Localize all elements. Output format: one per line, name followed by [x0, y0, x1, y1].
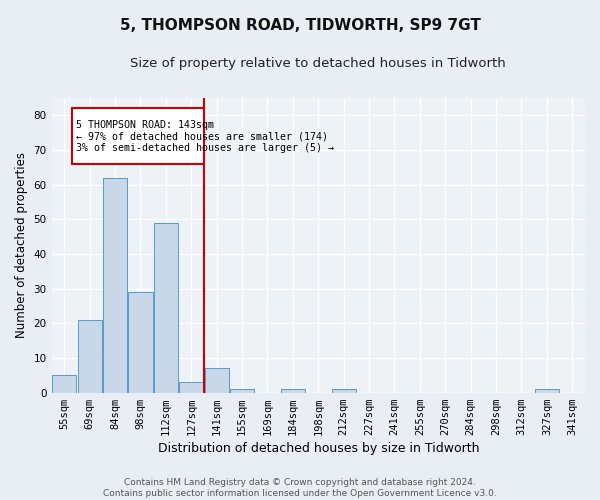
Bar — [52, 376, 76, 392]
Bar — [230, 389, 254, 392]
Bar — [154, 223, 178, 392]
Bar — [281, 389, 305, 392]
Title: Size of property relative to detached houses in Tidworth: Size of property relative to detached ho… — [130, 58, 506, 70]
Bar — [103, 178, 127, 392]
Y-axis label: Number of detached properties: Number of detached properties — [15, 152, 28, 338]
FancyBboxPatch shape — [72, 108, 205, 164]
Bar — [128, 292, 152, 392]
Bar — [332, 389, 356, 392]
Bar — [205, 368, 229, 392]
Text: Contains HM Land Registry data © Crown copyright and database right 2024.
Contai: Contains HM Land Registry data © Crown c… — [103, 478, 497, 498]
X-axis label: Distribution of detached houses by size in Tidworth: Distribution of detached houses by size … — [158, 442, 479, 455]
Text: 5 THOMPSON ROAD: 143sqm
← 97% of detached houses are smaller (174)
3% of semi-de: 5 THOMPSON ROAD: 143sqm ← 97% of detache… — [76, 120, 334, 153]
Bar — [179, 382, 203, 392]
Bar — [535, 389, 559, 392]
Text: 5, THOMPSON ROAD, TIDWORTH, SP9 7GT: 5, THOMPSON ROAD, TIDWORTH, SP9 7GT — [119, 18, 481, 32]
Bar — [77, 320, 102, 392]
